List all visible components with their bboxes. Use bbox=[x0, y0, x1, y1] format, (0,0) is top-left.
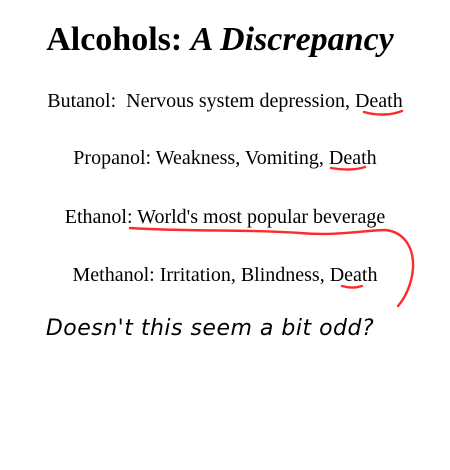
propanol-effects: Weakness, Vomiting, bbox=[155, 147, 329, 169]
methanol-line: Methanol: Irritation, Blindness, Death bbox=[0, 262, 450, 288]
propanol-line: Propanol: Weakness, Vomiting, Death bbox=[0, 145, 450, 171]
butanol-effects: Nervous system depression, bbox=[126, 90, 355, 112]
butanol-death: Death bbox=[354, 90, 403, 112]
methanol-name: Methanol: bbox=[72, 264, 155, 286]
methanol-death: Death bbox=[329, 264, 378, 286]
ethanol-name: Ethanol: bbox=[64, 206, 133, 228]
ethanol-line: Ethanol: World's most popular beverage bbox=[0, 204, 450, 230]
question-annotation: Doesn't this seem a bit odd? bbox=[45, 316, 375, 341]
methanol-effects: Irritation, Blindness, bbox=[159, 264, 330, 286]
title-main: Alcohols: bbox=[46, 21, 183, 58]
butanol-line: Butanol: Nervous system depression, Deat… bbox=[0, 88, 450, 114]
propanol-death: Death bbox=[328, 147, 377, 169]
ethanol-beverage: World's most popular beverage bbox=[137, 206, 386, 228]
butanol-name: Butanol: bbox=[47, 90, 117, 112]
propanol-name: Propanol: bbox=[73, 147, 152, 169]
title-subtitle: A Discrepancy bbox=[190, 21, 394, 58]
page-title: Alcohols: A Discrepancy bbox=[0, 18, 440, 62]
